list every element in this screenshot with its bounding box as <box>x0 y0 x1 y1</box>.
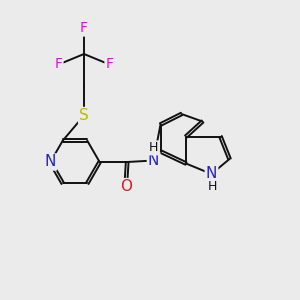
Text: H: H <box>149 141 158 154</box>
Text: O: O <box>120 179 132 194</box>
Text: N: N <box>206 167 217 182</box>
Text: N: N <box>148 153 159 168</box>
Text: N: N <box>45 154 56 169</box>
Text: F: F <box>80 22 88 35</box>
Text: F: F <box>106 58 113 71</box>
Text: S: S <box>79 108 89 123</box>
Text: F: F <box>55 58 62 71</box>
Text: H: H <box>207 180 217 193</box>
